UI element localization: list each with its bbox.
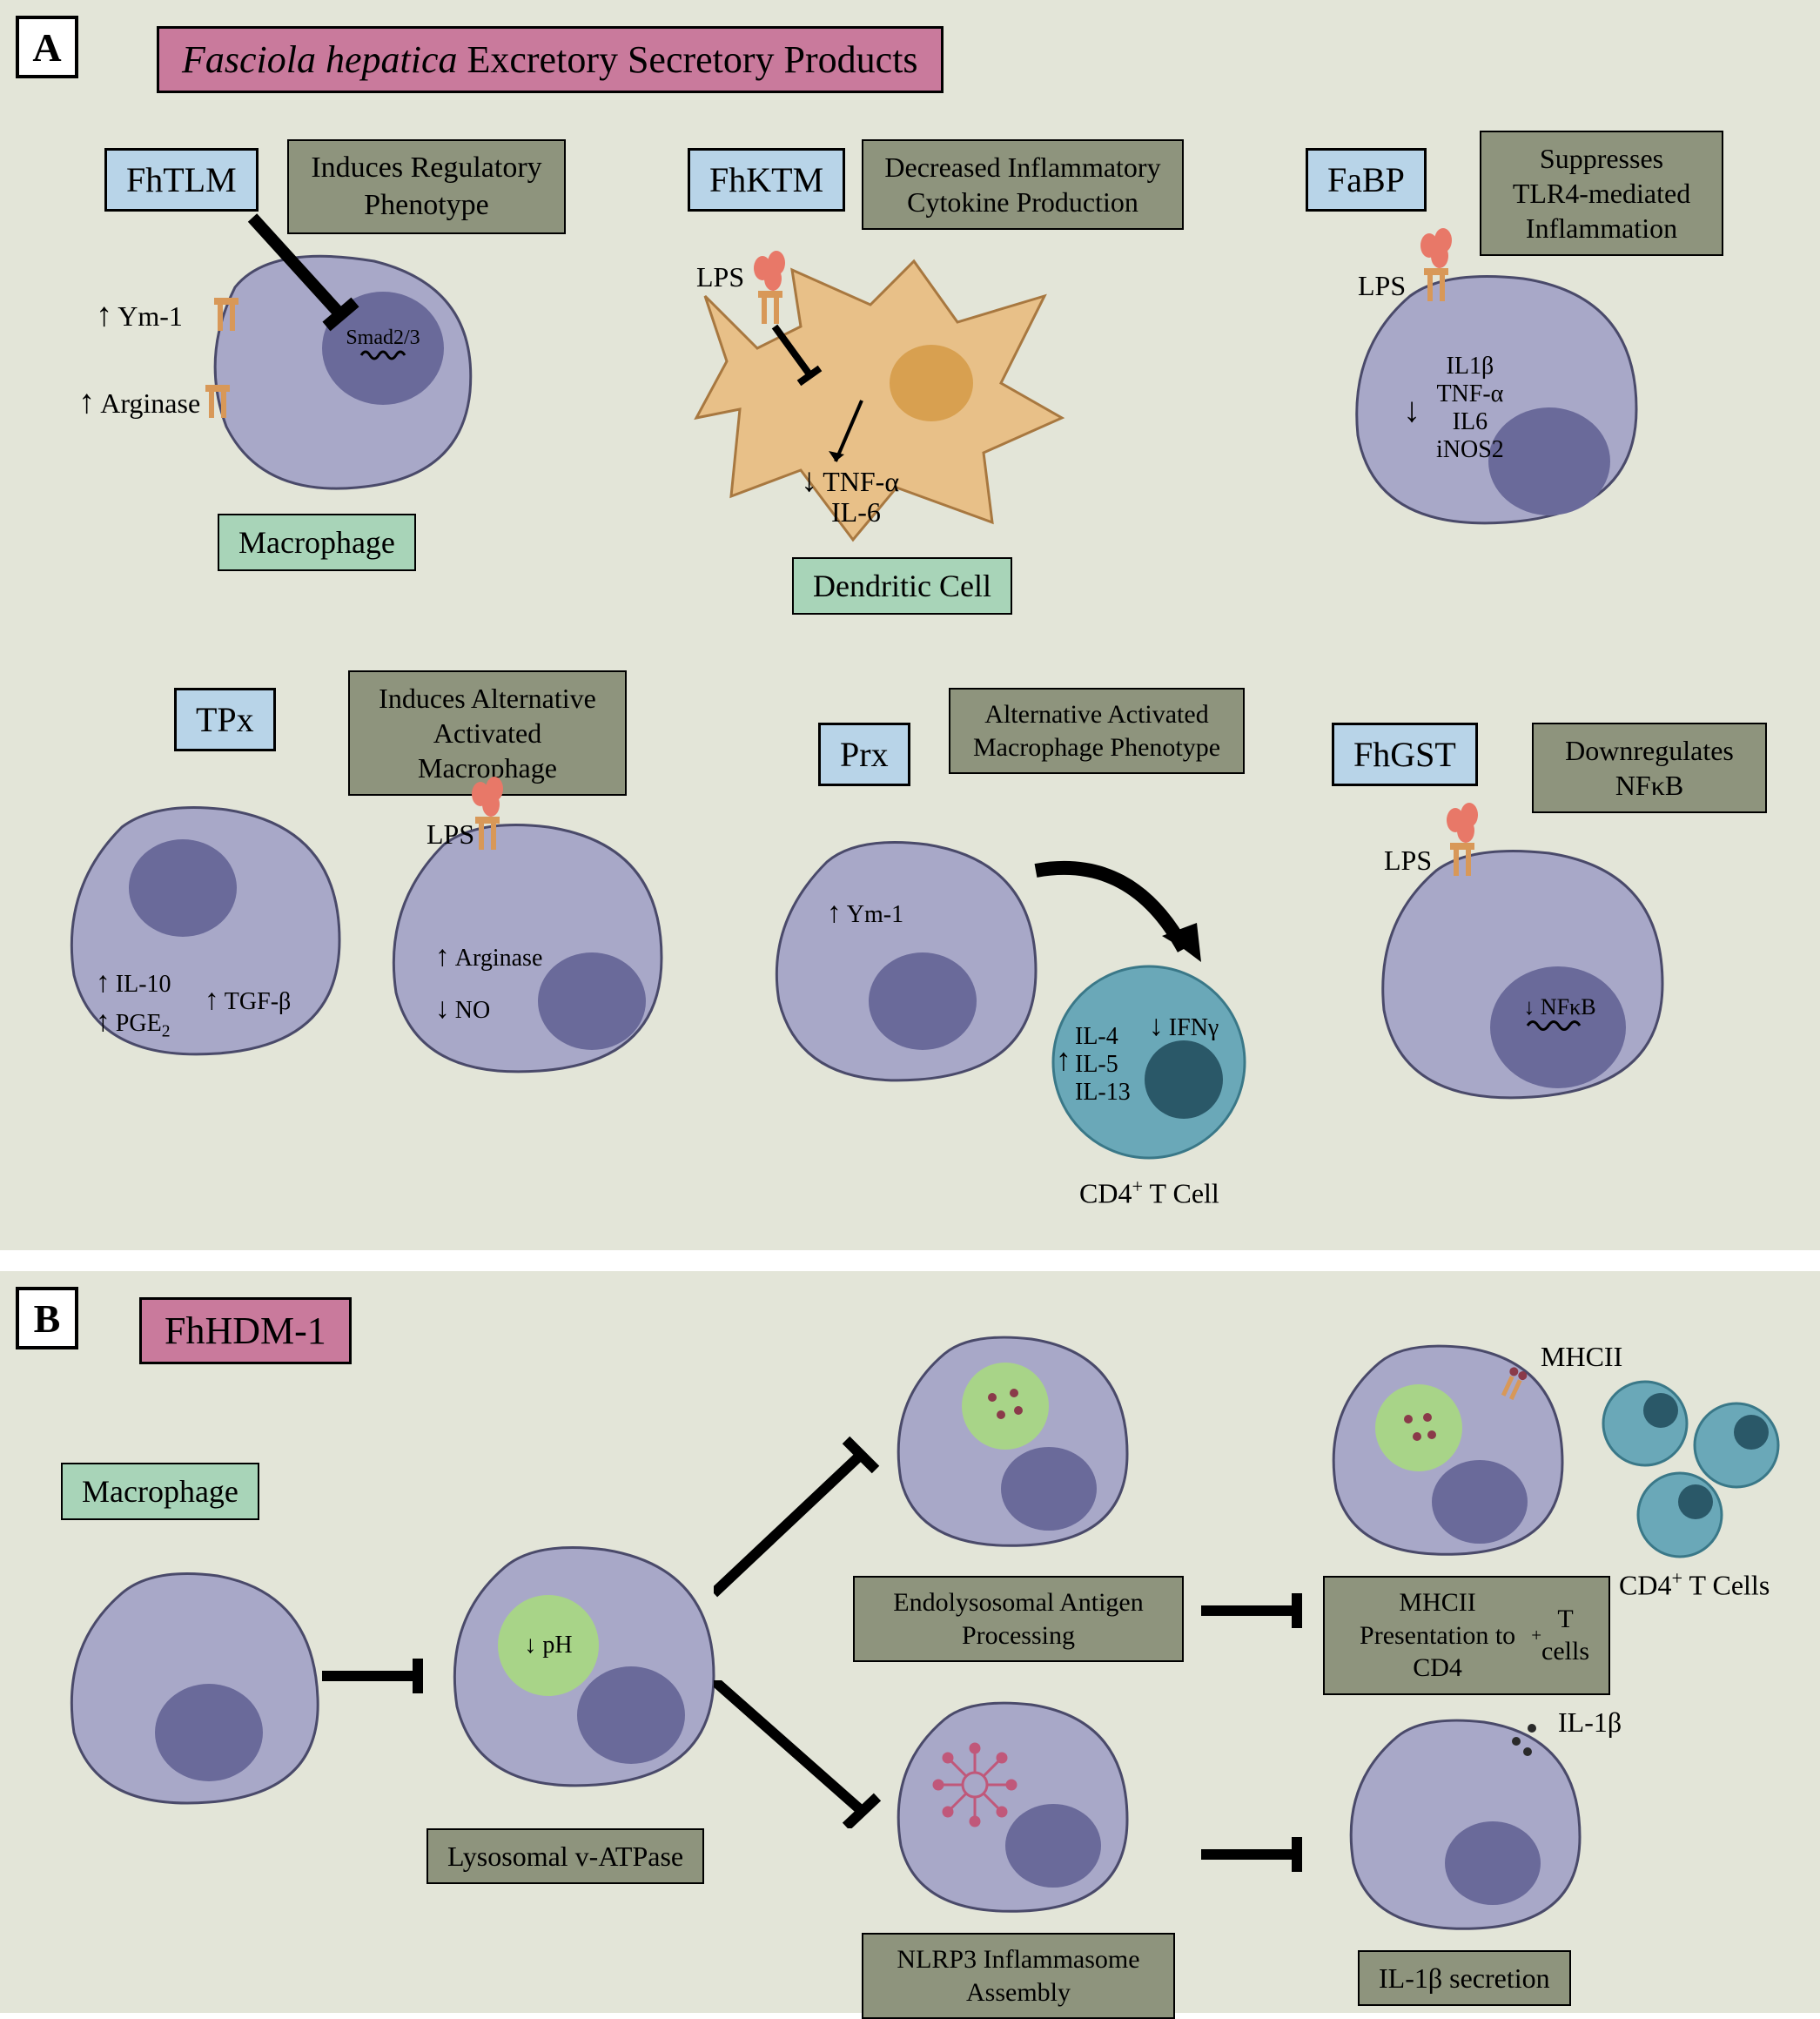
prx-macrophage (757, 827, 1053, 1097)
cell-endolysosomal (879, 1323, 1140, 1558)
inhibit-mhc (1201, 1589, 1314, 1632)
macrophage-1 (52, 1558, 331, 1820)
fhktm-tnfa: TNF-α (801, 461, 899, 500)
fhgst-lps: LPS (1384, 845, 1432, 877)
inhibit-1 (322, 1654, 435, 1698)
fhtlm-label: FhTLM (104, 148, 259, 212)
mhcii-box: MHCII Presentation to CD4+ T cells (1323, 1576, 1610, 1695)
svg-text:↓ pH: ↓ pH (524, 1632, 572, 1659)
prx-label: Prx (818, 723, 910, 786)
tcells-cluster (1593, 1376, 1793, 1567)
cell-il1b (1332, 1706, 1593, 1942)
fhktm-effect: Decreased Inflammatory Cytokine Producti… (862, 139, 1184, 230)
fhgst-label: FhGST (1332, 723, 1478, 786)
tpx-tgfb: TGF-β (205, 984, 291, 1017)
tpx-il10: IL-10 (96, 966, 171, 999)
macrophage-lysosome: ↓ pH (435, 1532, 731, 1802)
cell-mhcii (1314, 1332, 1575, 1567)
lysosomal-box: Lysosomal v-ATPase (426, 1828, 704, 1884)
panel-a-title: Fasciola hepatica Excretory Secretory Pr… (157, 26, 944, 93)
title-rest: Excretory Secretory Products (458, 37, 918, 82)
fhtlm-arginase: Arginase (78, 383, 200, 421)
fhtlm-celllabel: Macrophage (218, 514, 416, 571)
dc-label: Dendritic Cell (792, 557, 1012, 615)
endolysosomal-box: Endolysosomal Antigen Processing (853, 1576, 1184, 1662)
fabp-lps: LPS (1358, 270, 1406, 302)
fabp-cytokines: ↓ IL1β TNF-α IL6 iNOS2 (1436, 353, 1504, 464)
tpx-arg: Arginase (435, 940, 542, 973)
tpx-effect: Induces Alternative Activated Macrophage (348, 670, 627, 796)
tpx-lps: LPS (426, 818, 474, 851)
prx-tcell-up: ↑ IL-4 IL-5 IL-13 (1075, 1023, 1131, 1107)
prx-ym1: Ym-1 (827, 897, 903, 930)
fhktm-il6: IL-6 (831, 496, 881, 528)
inhibit-down (714, 1680, 888, 1828)
macrophage-label-b: Macrophage (61, 1463, 259, 1520)
tpx-label: TPx (174, 688, 276, 751)
panel-b-title: FhHDM-1 (139, 1297, 352, 1364)
prx-effect: Alternative Activated Macrophage Phenoty… (949, 688, 1245, 774)
fabp-label: FaBP (1306, 148, 1427, 212)
il1b-box: IL-1β secretion (1358, 1950, 1571, 2006)
fhktm-lps: LPS (696, 261, 744, 293)
cd4-tcells-label: CD4+ T Cells (1619, 1567, 1770, 1602)
fhtlm-effect: Induces Regulatory Phenotype (287, 139, 566, 234)
fhgst-effect: Downregulates NFκB (1532, 723, 1767, 813)
nlrp3-box: NLRP3 Inflammasome Assembly (862, 1933, 1175, 2019)
svg-text:↓ NFκB: ↓ NFκB (1523, 994, 1595, 1020)
panel-b: B FhHDM-1 Macrophage ↓ pH Lysosomal v-AT… (0, 1271, 1820, 2013)
fhtlm-macrophage: Smad2/3 (183, 235, 496, 514)
panel-a: A Fasciola hepatica Excretory Secretory … (0, 0, 1820, 1250)
tpx-no: NO (435, 993, 490, 1026)
mhcii-text: MHCII (1541, 1341, 1622, 1373)
il1b-text: IL-1β (1558, 1706, 1622, 1739)
fhktm-label: FhKTM (688, 148, 845, 212)
panel-b-letter: B (16, 1287, 78, 1349)
tpx-pge2: PGE2 (96, 1006, 171, 1042)
fhgst-cell: ↓ NFκB (1358, 836, 1689, 1132)
svg-text:Smad2/3: Smad2/3 (346, 326, 420, 349)
prx-tcell-label: CD4+ T Cell (1079, 1175, 1219, 1210)
inhibit-il1b (1201, 1833, 1314, 1876)
cell-nlrp3 (879, 1689, 1140, 1924)
fhtlm-ym1: Ym-1 (96, 296, 183, 334)
prx-ifng: IFNγ (1149, 1010, 1219, 1043)
title-italic: Fasciola hepatica (182, 37, 458, 82)
panel-a-letter: A (16, 16, 78, 78)
fabp-effect: Suppresses TLR4-mediated Inflammation (1480, 131, 1723, 256)
